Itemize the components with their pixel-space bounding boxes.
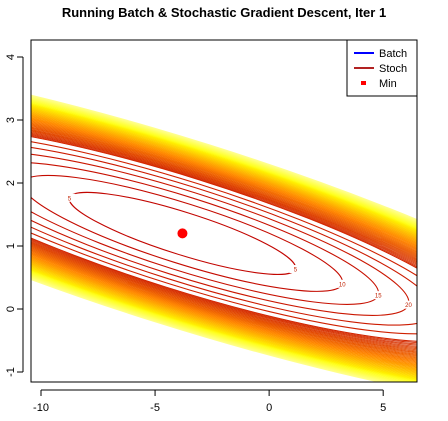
- contour-line: [31, 99, 417, 368]
- y-tick-label: -1: [5, 367, 17, 377]
- contour-line: [31, 112, 417, 355]
- contour-line: [31, 75, 417, 382]
- contour-line: [31, 89, 417, 378]
- contour-line: [31, 115, 417, 352]
- contour-line: [31, 78, 417, 382]
- contour-line: [31, 64, 417, 382]
- contour-line: [31, 73, 417, 382]
- contour-line: [31, 82, 417, 382]
- y-tick-label: 1: [5, 243, 17, 249]
- contour-line: [31, 63, 417, 382]
- x-tick-label: 5: [380, 402, 386, 414]
- contour-line: [31, 70, 417, 382]
- contour-label: 10: [339, 282, 346, 288]
- x-tick-label: 0: [266, 402, 272, 414]
- contour-line: [31, 105, 417, 361]
- legend-batch-label: Batch: [379, 48, 407, 60]
- contour-line: [31, 77, 417, 382]
- contour-label-bg: [402, 300, 415, 309]
- legend-min-label: Min: [379, 78, 397, 90]
- contour-line: [31, 122, 417, 344]
- chart-title: Running Batch & Stochastic Gradient Desc…: [62, 5, 386, 20]
- contour-line: [31, 104, 417, 363]
- contour-line: [31, 96, 417, 370]
- contour-line: [31, 102, 417, 365]
- legend-min-marker: [361, 81, 366, 85]
- contour-line: [31, 111, 417, 356]
- contour-line: [31, 100, 417, 367]
- contour-line: [31, 79, 417, 382]
- contour-label: 5: [294, 268, 298, 274]
- contour-label-bg: [429, 309, 441, 317]
- y-axis: -1 0 1 2 3 4: [5, 54, 24, 377]
- contour-line: [31, 103, 417, 364]
- contour-line: [31, 132, 417, 335]
- contour-line: [31, 118, 417, 349]
- x-tick-label: -10: [33, 402, 49, 414]
- contour-line: [31, 108, 417, 359]
- contour-line: [31, 90, 417, 376]
- legend: Batch Stoch Min: [346, 39, 418, 97]
- minimum-point: [177, 228, 188, 239]
- contour-line: [31, 80, 417, 382]
- contour-line: [31, 95, 417, 372]
- contour-line: [31, 67, 417, 382]
- contour-line: [31, 72, 417, 382]
- contour-level-labels: 55101015152020252530303535: [63, 193, 441, 318]
- contour-line: [31, 68, 417, 382]
- contour-line: [31, 76, 417, 382]
- y-tick-label: 3: [5, 117, 17, 123]
- contour-line: [31, 121, 417, 346]
- contour-label: 25: [432, 312, 439, 318]
- contour-line: [31, 94, 417, 373]
- contour-line: [31, 81, 417, 382]
- contour-label: 15: [375, 294, 382, 300]
- x-axis: -10 -5 0 5: [33, 389, 386, 414]
- contour-line: [31, 84, 417, 382]
- contour-line: [31, 86, 417, 381]
- contour-line: [31, 119, 417, 347]
- contour-line: [31, 98, 417, 369]
- contour-label: 20: [405, 303, 412, 309]
- y-tick-label: 0: [5, 306, 17, 312]
- contour-line: [31, 92, 417, 375]
- contour-line: [31, 85, 417, 382]
- contour-line: [31, 141, 417, 326]
- plot-frame: [30, 39, 418, 383]
- contour-label-bg: [63, 193, 76, 202]
- contour-line: [31, 107, 417, 360]
- contour-line: [31, 74, 417, 382]
- contour-line: [31, 124, 417, 343]
- contour-label-bg: [372, 291, 385, 300]
- contour-line: [31, 117, 417, 350]
- y-tick-label: 2: [5, 180, 17, 186]
- contour-line: [31, 71, 417, 382]
- legend-stoch-label: Stoch: [379, 63, 407, 75]
- contour-line: [31, 65, 417, 382]
- contour-label-bg: [289, 265, 302, 274]
- contour-line: [31, 87, 417, 380]
- contour-line: [31, 66, 417, 382]
- contour-line: [31, 93, 417, 374]
- contour-line: [31, 109, 417, 357]
- contour-label: 5: [68, 196, 72, 202]
- x-tick-label: -5: [150, 402, 160, 414]
- contour-line: [31, 88, 417, 379]
- contour-label-bg: [336, 279, 349, 288]
- y-tick-label: 4: [5, 54, 17, 60]
- contour-line: [31, 114, 417, 353]
